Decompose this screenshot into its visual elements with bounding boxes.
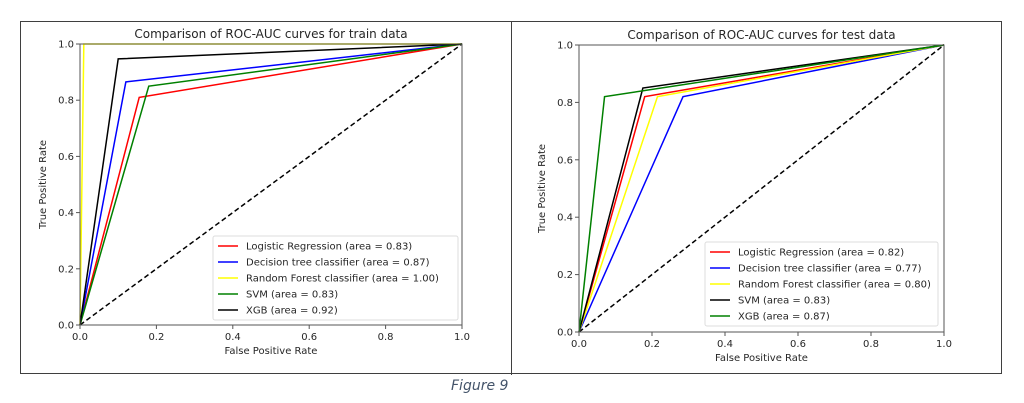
y-axis-label: True Positive Rate bbox=[38, 140, 49, 230]
x-axis-label: False Positive Rate bbox=[225, 346, 318, 357]
legend-item: SVM (area = 0.83) bbox=[710, 296, 830, 307]
legend-label: SVM (area = 0.83) bbox=[246, 290, 338, 301]
x-tick-label: 1.0 bbox=[936, 339, 952, 350]
x-tick-label: 0.6 bbox=[301, 332, 317, 343]
legend-box bbox=[212, 235, 459, 321]
legend-item: XGB (area = 0.92) bbox=[218, 306, 338, 317]
baseline-diagonal bbox=[79, 43, 463, 326]
y-tick-label: 0.6 bbox=[557, 155, 573, 166]
y-tick-label: 1.0 bbox=[557, 41, 573, 52]
series-line-1 bbox=[578, 44, 945, 333]
legend-label: SVM (area = 0.83) bbox=[738, 296, 830, 307]
y-axis-label: True Positive Rate bbox=[537, 144, 548, 234]
series-line-4 bbox=[578, 44, 945, 333]
legend-label: Decision tree classifier (area = 0.87) bbox=[246, 258, 430, 269]
legend-item: Decision tree classifier (area = 0.87) bbox=[218, 258, 430, 269]
y-tick-label: 0.4 bbox=[58, 208, 74, 219]
chart-title: Comparison of ROC-AUC curves for test da… bbox=[627, 28, 895, 42]
legend-label: Logistic Regression (area = 0.83) bbox=[246, 242, 412, 253]
chart-test: Comparison of ROC-AUC curves for test da… bbox=[537, 28, 952, 364]
legend-item: Random Forest classifier (area = 1.00) bbox=[218, 274, 439, 285]
x-axis-label: False Positive Rate bbox=[715, 353, 808, 364]
series-line-1 bbox=[79, 43, 463, 326]
legend-item: Decision tree classifier (area = 0.77) bbox=[710, 264, 922, 275]
series-line-3 bbox=[79, 43, 463, 326]
x-tick-label: 0.0 bbox=[571, 339, 587, 350]
y-tick-label: 0.8 bbox=[557, 98, 573, 109]
x-tick-label: 0.6 bbox=[790, 339, 806, 350]
y-tick-label: 0.4 bbox=[557, 213, 573, 224]
y-tick-label: 0.6 bbox=[58, 152, 74, 163]
series-line-0 bbox=[578, 44, 945, 333]
x-tick-label: 0.2 bbox=[148, 332, 164, 343]
x-tick-label: 0.8 bbox=[863, 339, 879, 350]
legend-label: Decision tree classifier (area = 0.77) bbox=[738, 264, 922, 275]
y-tick-label: 0.0 bbox=[557, 328, 573, 339]
x-tick-label: 0.4 bbox=[225, 332, 241, 343]
chart-train: Comparison of ROC-AUC curves for train d… bbox=[38, 27, 470, 357]
legend-label: Random Forest classifier (area = 0.80) bbox=[738, 280, 931, 291]
legend-item: Logistic Regression (area = 0.82) bbox=[710, 248, 904, 259]
y-tick-label: 0.8 bbox=[58, 96, 74, 107]
chart-title: Comparison of ROC-AUC curves for train d… bbox=[134, 27, 407, 41]
series-line-2 bbox=[578, 44, 945, 333]
y-tick-label: 0.0 bbox=[58, 321, 74, 332]
y-tick-label: 0.2 bbox=[557, 270, 573, 281]
legend-label: Random Forest classifier (area = 1.00) bbox=[246, 274, 439, 285]
x-tick-label: 0.4 bbox=[717, 339, 733, 350]
series-line-3 bbox=[578, 44, 945, 333]
series-line-0 bbox=[79, 43, 463, 326]
x-tick-label: 1.0 bbox=[454, 332, 470, 343]
legend-label: XGB (area = 0.92) bbox=[246, 306, 338, 317]
legend-label: Logistic Regression (area = 0.82) bbox=[738, 248, 904, 259]
legend-item: Random Forest classifier (area = 0.80) bbox=[710, 280, 931, 291]
x-tick-label: 0.2 bbox=[644, 339, 660, 350]
legend: Logistic Regression (area = 0.82) Decisio… bbox=[704, 241, 939, 327]
y-tick-label: 1.0 bbox=[58, 40, 74, 51]
legend-box bbox=[704, 241, 939, 327]
x-tick-label: 0.8 bbox=[378, 332, 394, 343]
figure-caption: Figure 9 bbox=[451, 378, 509, 394]
legend-item: XGB (area = 0.87) bbox=[710, 312, 830, 323]
legend-item: SVM (area = 0.83) bbox=[218, 290, 338, 301]
axes-frame bbox=[578, 44, 945, 333]
baseline-diagonal bbox=[578, 44, 945, 333]
series-line-4 bbox=[79, 43, 463, 326]
legend: Logistic Regression (area = 0.83) Decisio… bbox=[212, 235, 459, 321]
axes-frame bbox=[79, 43, 463, 326]
legend-item: Logistic Regression (area = 0.83) bbox=[218, 242, 412, 253]
legend-label: XGB (area = 0.87) bbox=[738, 312, 830, 323]
x-tick-label: 0.0 bbox=[72, 332, 88, 343]
panel-divider bbox=[511, 21, 512, 375]
y-tick-label: 0.2 bbox=[58, 264, 74, 275]
